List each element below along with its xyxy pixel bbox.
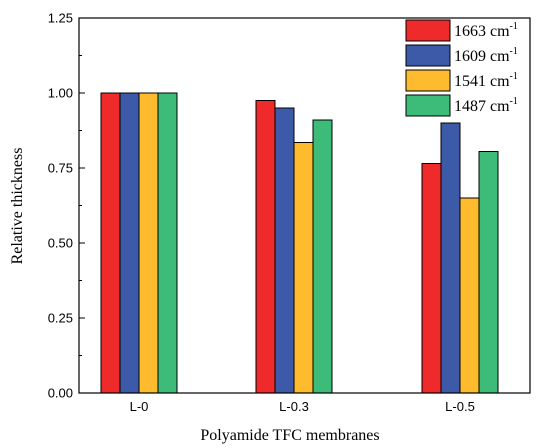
legend-swatch: [405, 44, 451, 67]
bar-L-0-series-2: [119, 92, 140, 394]
bar-L-0.3-series-1: [255, 100, 276, 394]
y-tick-label: 0.00: [48, 386, 73, 401]
bar-L-0.5-series-3: [459, 197, 480, 394]
bar-L-0.5-series-1: [421, 163, 442, 394]
legend: 1663 cm-1 1609 cm-1 1541 cm-1 1487 cm-1: [405, 19, 518, 117]
legend-label: 1487 cm-1: [454, 96, 518, 115]
bar-L-0.5-series-2: [440, 122, 461, 394]
x-tick-label: L-0: [130, 399, 149, 414]
legend-swatch: [405, 69, 451, 92]
y-tick-label: 0.50: [48, 236, 73, 251]
y-tick-label: 0.25: [48, 311, 73, 326]
legend-label: 1541 cm-1: [454, 71, 518, 90]
y-tick-label: 0.75: [48, 161, 73, 176]
bar-L-0.3-series-3: [293, 142, 314, 394]
bar-L-0-series-3: [138, 92, 159, 394]
legend-swatch: [405, 94, 451, 117]
y-tick-label: 1.25: [48, 11, 73, 26]
bar-L-0-series-4: [157, 92, 178, 394]
bar-L-0.5-series-4: [478, 151, 499, 394]
x-axis-title: Polyamide TFC membranes: [200, 427, 379, 444]
bar-L-0-series-1: [100, 92, 121, 394]
legend-swatch: [405, 19, 451, 42]
legend-label: 1663 cm-1: [454, 21, 518, 40]
y-axis-title: Relative thickness: [9, 148, 26, 265]
bars-group: [100, 92, 499, 394]
legend-label: 1609 cm-1: [454, 46, 518, 65]
axes-group: 0.00 0.25 0.50 0.75 1.00 1.25 L-0 L-0.3 L-0.5: [48, 11, 531, 414]
bar-L-0.3-series-4: [312, 119, 333, 394]
x-tick-label: L-0.5: [445, 399, 475, 414]
bar-L-0.3-series-2: [274, 107, 295, 394]
y-tick-label: 1.00: [48, 86, 73, 101]
x-tick-label: L-0.3: [279, 399, 309, 414]
